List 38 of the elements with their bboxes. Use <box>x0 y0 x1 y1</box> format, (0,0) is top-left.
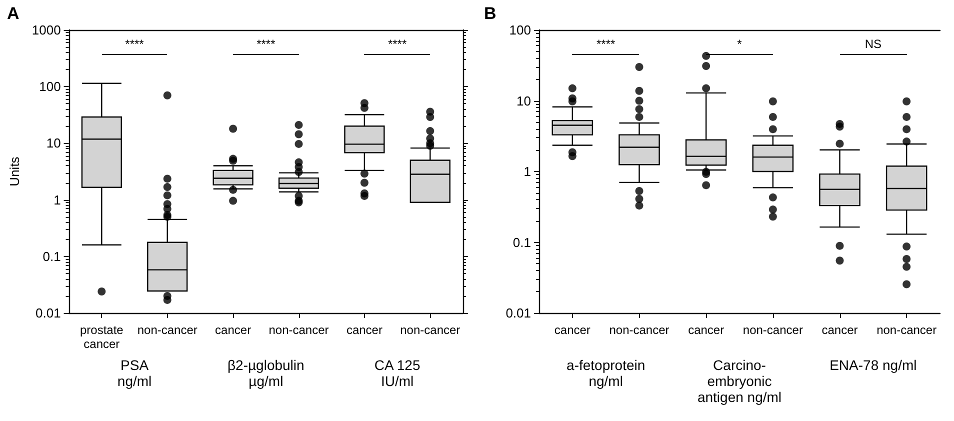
y-tick-label: 1 <box>524 164 531 179</box>
y-tick-label: 0.01 <box>506 306 531 320</box>
y-tick-label: 0.1 <box>42 248 61 264</box>
x-tick-label: cancer <box>346 323 382 337</box>
text: CA 125 IU/ml <box>374 357 420 389</box>
x-tick-label: non-cancer <box>268 323 329 337</box>
x-tick-label: non-cancer <box>742 323 803 337</box>
y-axis-title: Units <box>7 156 22 186</box>
chart-title: A <box>7 4 20 23</box>
x-tick-label: cancer <box>822 323 858 337</box>
y-tick-label: 1 <box>54 192 61 208</box>
text: Carcino- embryonic antigen ng/ml <box>697 357 782 405</box>
x-tick-label: non-cancer <box>137 323 198 337</box>
x-tick-label: cancer <box>215 323 252 337</box>
x-tick-label: cancer <box>554 323 590 337</box>
text: β2-µglobulin µg/ml <box>227 357 304 389</box>
y-tick-label: 100 <box>39 79 61 94</box>
y-tick-label: 1000 <box>32 22 61 38</box>
annotation: * <box>737 37 742 51</box>
text: ENA-78 ng/ml <box>830 357 917 373</box>
y-tick-label: 10 <box>516 93 531 108</box>
annotation: **** <box>388 37 407 51</box>
x-tick-label: non-cancer <box>876 323 937 337</box>
annotation: **** <box>596 37 616 51</box>
text: PSA ng/ml <box>117 357 152 389</box>
y-tick-label: 0.01 <box>36 306 61 320</box>
text: a-fetoprotein ng/ml <box>566 357 646 389</box>
x-tick-label: cancer <box>688 323 724 337</box>
chart-title: B <box>484 4 496 23</box>
x-tick-label: prostate cancer <box>80 323 124 351</box>
x-tick-label: non-cancer <box>400 323 460 337</box>
annotation: NS <box>864 37 882 51</box>
y-tick-label: 100 <box>509 22 531 38</box>
y-tick-label: 0.1 <box>512 234 531 250</box>
annotation: **** <box>256 37 276 51</box>
y-tick-label: 10 <box>46 136 61 151</box>
annotation: **** <box>125 37 144 51</box>
x-tick-label: non-cancer <box>609 323 670 337</box>
